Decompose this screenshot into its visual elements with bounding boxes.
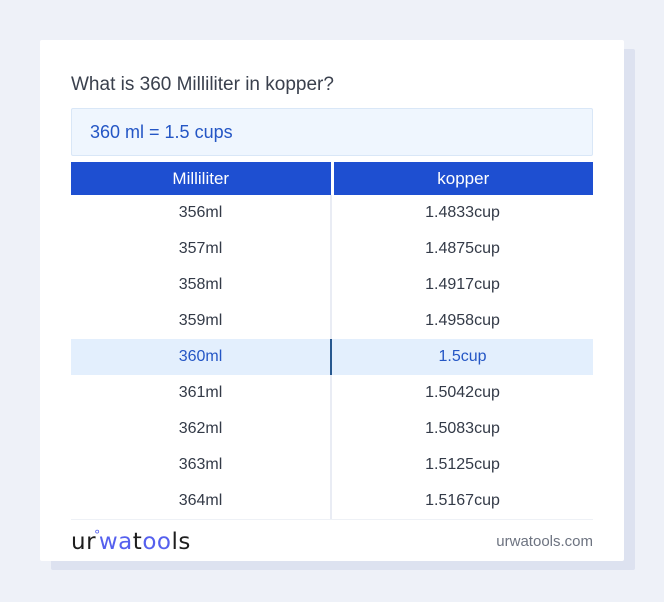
table-row: 359ml 1.4958cup [71, 303, 593, 339]
logo-text-part: wa [98, 528, 133, 555]
table-row: 363ml 1.5125cup [71, 447, 593, 483]
table-row: 364ml 1.5167cup [71, 483, 593, 519]
cell-milliliter: 358ml [71, 267, 332, 303]
converter-card: What is 360 Milliliter in kopper? 360 ml… [40, 40, 624, 561]
card-footer: ur°watools urwatools.com [71, 520, 593, 562]
cell-milliliter: 357ml [71, 231, 332, 267]
page-title: What is 360 Milliliter in kopper? [71, 74, 334, 95]
cell-milliliter: 364ml [71, 483, 332, 519]
footer-domain: urwatools.com [496, 532, 593, 550]
table-row: 361ml 1.5042cup [71, 375, 593, 411]
column-header-milliliter: Milliliter [71, 162, 331, 195]
cell-kopper: 1.4958cup [425, 312, 500, 329]
logo-text-part: ls [171, 528, 191, 555]
cell-milliliter: 360ml [71, 339, 332, 375]
table-row: 357ml 1.4875cup [71, 231, 593, 267]
cell-kopper: 1.4917cup [425, 276, 500, 293]
table-row: 362ml 1.5083cup [71, 411, 593, 447]
cell-milliliter: 362ml [71, 411, 332, 447]
logo-text-part: ur [71, 528, 97, 555]
result-box: 360 ml = 1.5 cups [71, 108, 593, 156]
column-header-kopper: kopper [333, 162, 593, 195]
cell-kopper: 1.5083cup [425, 420, 500, 437]
cell-kopper: 1.4833cup [425, 204, 500, 221]
cell-milliliter: 359ml [71, 303, 332, 339]
table-header-row: Milliliter kopper [71, 162, 593, 195]
cell-kopper: 1.5cup [438, 348, 487, 365]
table-row-highlighted: 360ml 1.5cup [71, 339, 593, 375]
table-body: 356ml 1.4833cup 357ml 1.4875cup 358ml 1.4917c… [71, 195, 593, 520]
cell-kopper: 1.5167cup [425, 492, 500, 509]
cell-milliliter: 363ml [71, 447, 332, 483]
table-row: 358ml 1.4917cup [71, 267, 593, 303]
logo-text-part: t [132, 528, 143, 555]
cell-milliliter: 361ml [71, 375, 332, 411]
cell-milliliter: 356ml [71, 195, 332, 231]
table-row: 356ml 1.4833cup [71, 195, 593, 231]
conversion-table: Milliliter kopper 356ml 1.4833cup 357ml 1.4… [71, 162, 593, 520]
logo-text-part: oo [142, 528, 172, 555]
logo-degree-icon: ° [94, 526, 101, 542]
urwatools-logo[interactable]: ur°watools [71, 526, 191, 555]
result-text: 360 ml = 1.5 cups [90, 121, 233, 142]
cell-kopper: 1.4875cup [425, 240, 500, 257]
cell-kopper: 1.5042cup [425, 384, 500, 401]
cell-kopper: 1.5125cup [425, 456, 500, 473]
